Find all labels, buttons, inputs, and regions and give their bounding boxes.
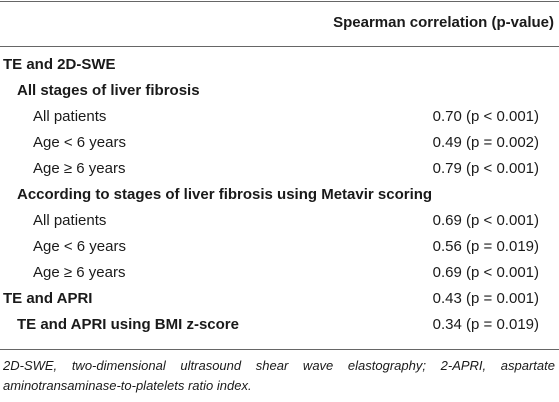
- table-bottom-rule: [0, 349, 559, 350]
- row-value: 0.70 (p < 0.001): [432, 108, 539, 125]
- row-label: TE and APRI: [3, 290, 93, 307]
- row-label: Age ≥ 6 years: [33, 160, 126, 177]
- row-label: All patients: [33, 108, 107, 125]
- table-row: Age < 6 years 0.56 (p = 0.019): [0, 234, 559, 260]
- header-rule: [0, 46, 559, 47]
- table-row: TE and APRI using BMI z-score 0.34 (p = 0…: [0, 312, 559, 338]
- row-label: Age < 6 years: [33, 134, 126, 151]
- table-footnote: 2D-SWE, two-dimensional ultrasound shear…: [3, 358, 555, 393]
- column-header: Spearman correlation (p-value): [333, 14, 554, 31]
- row-value: 0.79 (p < 0.001): [432, 160, 539, 177]
- row-label: TE and 2D-SWE: [3, 56, 116, 73]
- table-row: Age < 6 years 0.49 (p = 0.002): [0, 130, 559, 156]
- table-row: TE and APRI 0.43 (p = 0.001): [0, 286, 559, 312]
- table-row: Age ≥ 6 years 0.69 (p < 0.001): [0, 260, 559, 286]
- table-row: Age ≥ 6 years 0.79 (p < 0.001): [0, 156, 559, 182]
- table-row: All stages of liver fibrosis: [0, 78, 559, 104]
- row-label: TE and APRI using BMI z-score: [17, 316, 239, 333]
- row-value: 0.69 (p < 0.001): [432, 212, 539, 229]
- table-row: All patients 0.69 (p < 0.001): [0, 208, 559, 234]
- row-label: According to stages of liver fibrosis us…: [17, 186, 433, 203]
- row-label: Age < 6 years: [33, 238, 126, 255]
- table-top-rule: [0, 1, 559, 2]
- table-row: TE and 2D-SWE: [0, 52, 559, 78]
- row-label: All patients: [33, 212, 107, 229]
- row-value: 0.69 (p < 0.001): [432, 264, 539, 281]
- row-value: 0.34 (p = 0.019): [432, 316, 539, 333]
- row-label: Age ≥ 6 years: [33, 264, 126, 281]
- row-value: 0.43 (p = 0.001): [432, 290, 539, 307]
- row-value: 0.49 (p = 0.002): [432, 134, 539, 151]
- row-label: All stages of liver fibrosis: [17, 82, 200, 99]
- row-value: 0.56 (p = 0.019): [432, 238, 539, 255]
- table-row: All patients 0.70 (p < 0.001): [0, 104, 559, 130]
- table-row: According to stages of liver fibrosis us…: [0, 182, 559, 208]
